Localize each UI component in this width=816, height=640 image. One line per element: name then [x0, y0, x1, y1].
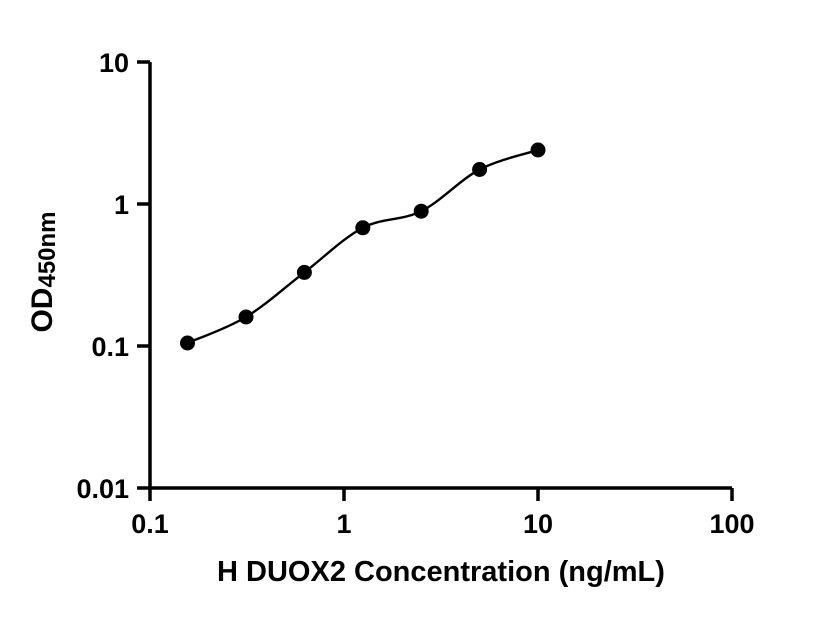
y-axis-title-main: OD: [26, 287, 59, 333]
x-axis-title: H DUOX2 Concentration (ng/mL): [217, 556, 665, 588]
y-tick-label: 10: [99, 48, 129, 78]
data-point: [238, 309, 254, 325]
y-tick-label: 0.1: [91, 332, 129, 362]
y-axis-title: OD450nm: [26, 122, 66, 422]
data-point: [296, 264, 312, 280]
y-axis-title-sub: 450nm: [34, 211, 61, 288]
x-tick-label: 0.1: [131, 509, 169, 539]
data-point: [180, 335, 195, 351]
x-tick-label: 10: [523, 509, 553, 539]
x-tick-label: 100: [709, 509, 754, 539]
data-point: [355, 220, 371, 236]
data-point: [472, 162, 488, 177]
axes-lines: [148, 62, 732, 490]
y-tick-label: 1: [114, 190, 129, 220]
data-point: [413, 203, 429, 219]
data-point: [530, 142, 546, 158]
y-tick-label: 0.01: [76, 474, 129, 504]
x-tick-label: 1: [336, 509, 351, 539]
